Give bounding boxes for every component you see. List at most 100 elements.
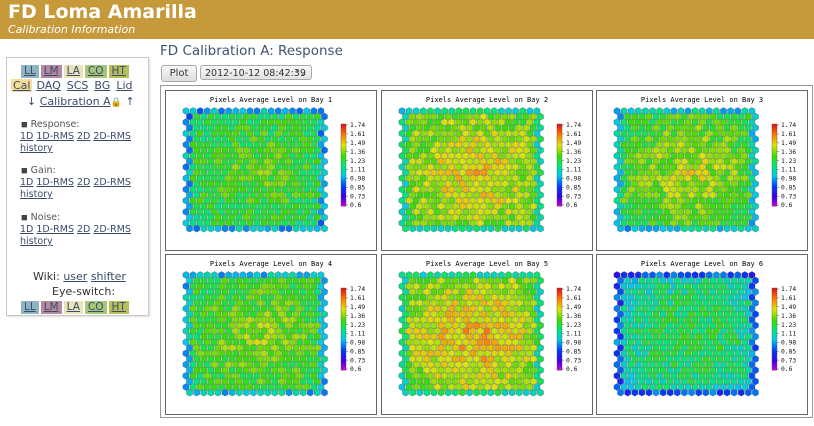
response-history-link[interactable]: history xyxy=(20,143,53,154)
hex-pixel xyxy=(487,388,494,397)
colorbar-segment xyxy=(772,187,777,190)
response-1d-rms-link[interactable]: 1D-RMS xyxy=(36,131,74,142)
hex-pixel xyxy=(260,174,268,182)
hex-pixel xyxy=(713,338,720,346)
hex-pixel xyxy=(455,327,463,335)
noise-2d-rms-link[interactable]: 2D-RMS xyxy=(93,224,131,235)
colorbar-segment xyxy=(557,341,562,344)
hex-pixel xyxy=(459,288,466,296)
hex-pixel xyxy=(526,383,534,391)
hex-pixel xyxy=(314,191,321,199)
hex-pixel xyxy=(193,191,200,199)
hex-pixel xyxy=(466,213,473,222)
tab-cal[interactable]: Cal xyxy=(11,79,33,92)
response-2d-rms-link[interactable]: 2D-RMS xyxy=(93,131,131,142)
hex-pixel xyxy=(526,163,534,171)
noise-1d-link[interactable]: 1D xyxy=(20,224,34,235)
hex-pixel xyxy=(317,152,325,160)
colorbar-segment xyxy=(557,302,562,305)
hex-pixel xyxy=(289,327,296,335)
hex-pixel xyxy=(709,202,717,210)
hex-pixel xyxy=(271,377,278,386)
response-1d-link[interactable]: 1D xyxy=(20,131,34,142)
colorbar-segment xyxy=(341,314,346,318)
noise-history-link[interactable]: history xyxy=(20,236,53,247)
eye-switch-ll[interactable]: LL xyxy=(20,300,40,315)
hex-pixel xyxy=(444,276,452,285)
hex-pixel xyxy=(214,388,222,397)
hex-pixel xyxy=(713,152,720,160)
eye-tab-la[interactable]: LA xyxy=(62,64,84,79)
hex-pixel xyxy=(656,293,663,302)
hex-pixel xyxy=(498,152,505,160)
colorbar-tick-label: 0.98 xyxy=(566,340,581,347)
tab-scs[interactable]: SCS xyxy=(66,79,89,92)
eye-tab-ll[interactable]: LL xyxy=(20,64,40,79)
hex-pixel xyxy=(476,208,484,216)
hex-pixel xyxy=(494,388,502,397)
eye-tab-co[interactable]: CO xyxy=(83,64,108,79)
eye-switch-ht[interactable]: HT xyxy=(107,300,130,315)
hex-pixel xyxy=(317,140,325,149)
hex-pixel xyxy=(314,168,321,177)
hex-pixel xyxy=(246,196,254,205)
hex-pixel xyxy=(748,349,756,358)
tab-bg[interactable]: BG xyxy=(94,79,111,92)
hex-pixel xyxy=(218,360,225,369)
hex-pixel xyxy=(659,146,667,154)
hex-pixel xyxy=(642,174,649,182)
colorbar-segment xyxy=(341,365,346,369)
hex-pixel xyxy=(427,383,434,391)
tab-daq[interactable]: DAQ xyxy=(36,79,61,92)
eye-tab-ht[interactable]: HT xyxy=(107,64,130,79)
date-select[interactable]: 2012-10-12 08:42:39 ⌃⌄ xyxy=(200,65,312,80)
plot-button[interactable]: Plot xyxy=(161,65,197,82)
hex-pixel xyxy=(627,349,635,358)
hex-pixel xyxy=(282,372,289,380)
gain-2d-link[interactable]: 2D xyxy=(76,177,91,188)
eye-switch-la[interactable]: LA xyxy=(62,300,84,315)
down-arrow-icon[interactable]: ↓ xyxy=(27,95,37,108)
gain-history-link[interactable]: history xyxy=(20,189,53,200)
wiki-shifter-link[interactable]: shifter xyxy=(90,270,126,283)
hex-pixel xyxy=(738,299,745,307)
gain-2d-rms-link[interactable]: 2D-RMS xyxy=(93,177,131,188)
up-arrow-icon[interactable]: ↑ xyxy=(125,95,135,108)
noise-2d-link[interactable]: 2D xyxy=(76,224,91,235)
colorbar-segment xyxy=(341,191,346,195)
hex-pixel xyxy=(723,191,731,199)
colorbar-tick-label: 1.61 xyxy=(781,131,796,138)
hex-pixel xyxy=(695,288,702,296)
wiki-user-link[interactable]: user xyxy=(63,270,88,283)
gain-1d-rms-link[interactable]: 1D-RMS xyxy=(36,177,74,188)
hex-pixel xyxy=(713,293,720,302)
hex-pixel xyxy=(638,276,646,285)
hex-pixel xyxy=(702,168,709,177)
eye-tab-lm[interactable]: LM xyxy=(39,64,63,79)
hex-pixel xyxy=(620,360,628,369)
hex-pixel xyxy=(494,366,502,374)
hex-pixel xyxy=(677,140,685,149)
calibration-a-link[interactable]: Calibration A xyxy=(39,95,111,108)
hex-pixel xyxy=(670,219,678,227)
eye-switch-lm[interactable]: LM xyxy=(39,300,63,315)
response-2d-link[interactable]: 2D xyxy=(76,131,91,142)
hex-pixel xyxy=(515,355,523,363)
tab-lid[interactable]: Lid xyxy=(116,79,133,92)
hex-pixel xyxy=(684,271,692,279)
hex-pixel xyxy=(260,140,268,149)
colorbar-segment xyxy=(341,343,346,346)
hex-pixel xyxy=(716,213,724,222)
gain-1d-link[interactable]: 1D xyxy=(20,177,34,188)
hex-pixel xyxy=(221,366,229,374)
hex-pixel xyxy=(469,196,477,205)
hex-pixel xyxy=(681,344,688,352)
colorbar-tick-label: 1.36 xyxy=(350,149,365,156)
colorbar-segment xyxy=(341,199,346,203)
hex-pixel xyxy=(698,372,706,380)
noise-1d-rms-link[interactable]: 1D-RMS xyxy=(36,224,74,235)
eye-switch-co[interactable]: CO xyxy=(83,300,108,315)
hex-pixel xyxy=(659,355,667,363)
hex-pixel xyxy=(275,383,282,391)
hex-pixel xyxy=(670,327,678,335)
